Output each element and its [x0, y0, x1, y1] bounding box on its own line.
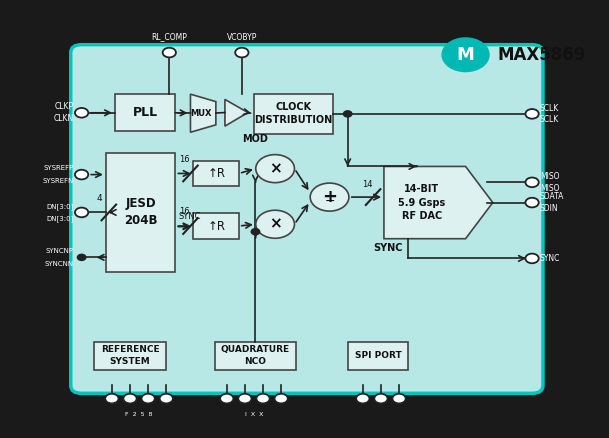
- Text: QUADRATURE
NCO: QUADRATURE NCO: [221, 346, 290, 366]
- Text: CLKN: CLKN: [54, 114, 74, 124]
- FancyBboxPatch shape: [194, 161, 239, 186]
- Text: 4: 4: [97, 194, 102, 203]
- Circle shape: [252, 229, 259, 235]
- Text: SYNC: SYNC: [178, 212, 201, 221]
- Circle shape: [310, 183, 349, 211]
- Circle shape: [526, 177, 539, 187]
- Circle shape: [75, 208, 88, 217]
- Circle shape: [105, 394, 119, 403]
- Text: MISO: MISO: [540, 172, 560, 181]
- FancyBboxPatch shape: [194, 213, 239, 239]
- Circle shape: [526, 109, 539, 119]
- Polygon shape: [384, 166, 493, 239]
- Text: +: +: [322, 188, 337, 206]
- FancyBboxPatch shape: [106, 153, 175, 272]
- Text: SCLK: SCLK: [540, 115, 559, 124]
- Text: CLOCK
DISTRIBUTION: CLOCK DISTRIBUTION: [254, 102, 333, 125]
- Circle shape: [163, 48, 176, 57]
- Text: SDATA: SDATA: [540, 192, 565, 201]
- Polygon shape: [225, 99, 248, 126]
- Circle shape: [343, 111, 352, 117]
- Text: DN[3:0]: DN[3:0]: [46, 203, 74, 210]
- Text: SCLK: SCLK: [540, 104, 559, 113]
- Circle shape: [235, 48, 248, 57]
- Text: VCOBYP: VCOBYP: [227, 32, 257, 42]
- Text: −: −: [324, 195, 335, 208]
- Text: F  2  5  8: F 2 5 8: [125, 412, 153, 417]
- Circle shape: [256, 155, 295, 183]
- Text: 14: 14: [362, 180, 372, 189]
- Circle shape: [526, 198, 539, 208]
- Circle shape: [256, 394, 270, 403]
- FancyBboxPatch shape: [115, 94, 175, 131]
- Text: ×: ×: [269, 161, 281, 176]
- Text: 14-BIT
5.9 Gsps
RF DAC: 14-BIT 5.9 Gsps RF DAC: [398, 184, 445, 221]
- Text: MAX5869: MAX5869: [497, 46, 585, 64]
- Text: CLKP: CLKP: [55, 102, 74, 111]
- Text: SYNC: SYNC: [373, 243, 403, 253]
- Text: ×: ×: [269, 217, 281, 232]
- Circle shape: [160, 394, 173, 403]
- Circle shape: [75, 170, 88, 180]
- Text: MUX: MUX: [191, 109, 212, 117]
- Text: SYNC: SYNC: [540, 254, 560, 263]
- Text: SDIN: SDIN: [540, 204, 558, 213]
- Text: SYNCNP: SYNCNP: [46, 248, 74, 254]
- Circle shape: [275, 394, 288, 403]
- Text: SPI PORT: SPI PORT: [354, 351, 401, 360]
- Circle shape: [442, 37, 490, 72]
- FancyBboxPatch shape: [94, 342, 166, 370]
- Circle shape: [375, 394, 387, 403]
- Text: ↑R: ↑R: [207, 219, 225, 233]
- Text: SYNCNN: SYNCNN: [44, 261, 74, 266]
- Circle shape: [124, 394, 136, 403]
- Circle shape: [141, 394, 155, 403]
- Text: RL_COMP: RL_COMP: [152, 32, 187, 42]
- Text: JESD
204B: JESD 204B: [124, 198, 157, 227]
- Circle shape: [220, 394, 233, 403]
- Text: SYSREFP: SYSREFP: [43, 166, 74, 171]
- Text: MOD: MOD: [242, 134, 269, 144]
- Circle shape: [75, 108, 88, 118]
- FancyBboxPatch shape: [71, 45, 543, 393]
- FancyBboxPatch shape: [348, 342, 408, 370]
- Text: M: M: [457, 46, 474, 64]
- Text: ↑R: ↑R: [207, 167, 225, 180]
- Circle shape: [392, 394, 406, 403]
- Text: REFERENCE
SYSTEM: REFERENCE SYSTEM: [100, 346, 160, 366]
- Circle shape: [77, 254, 86, 261]
- Circle shape: [238, 394, 252, 403]
- Text: 16: 16: [179, 155, 190, 164]
- Text: PLL: PLL: [133, 106, 158, 119]
- Text: 16: 16: [179, 207, 190, 216]
- Circle shape: [356, 394, 370, 403]
- FancyBboxPatch shape: [214, 342, 296, 370]
- Text: MISO: MISO: [540, 184, 560, 193]
- Circle shape: [256, 210, 295, 238]
- Text: SYSREFN: SYSREFN: [43, 178, 74, 184]
- Text: I  X  X: I X X: [245, 412, 263, 417]
- Circle shape: [526, 254, 539, 263]
- Text: DN[3:0]: DN[3:0]: [46, 215, 74, 222]
- FancyBboxPatch shape: [254, 94, 333, 134]
- Polygon shape: [191, 94, 216, 132]
